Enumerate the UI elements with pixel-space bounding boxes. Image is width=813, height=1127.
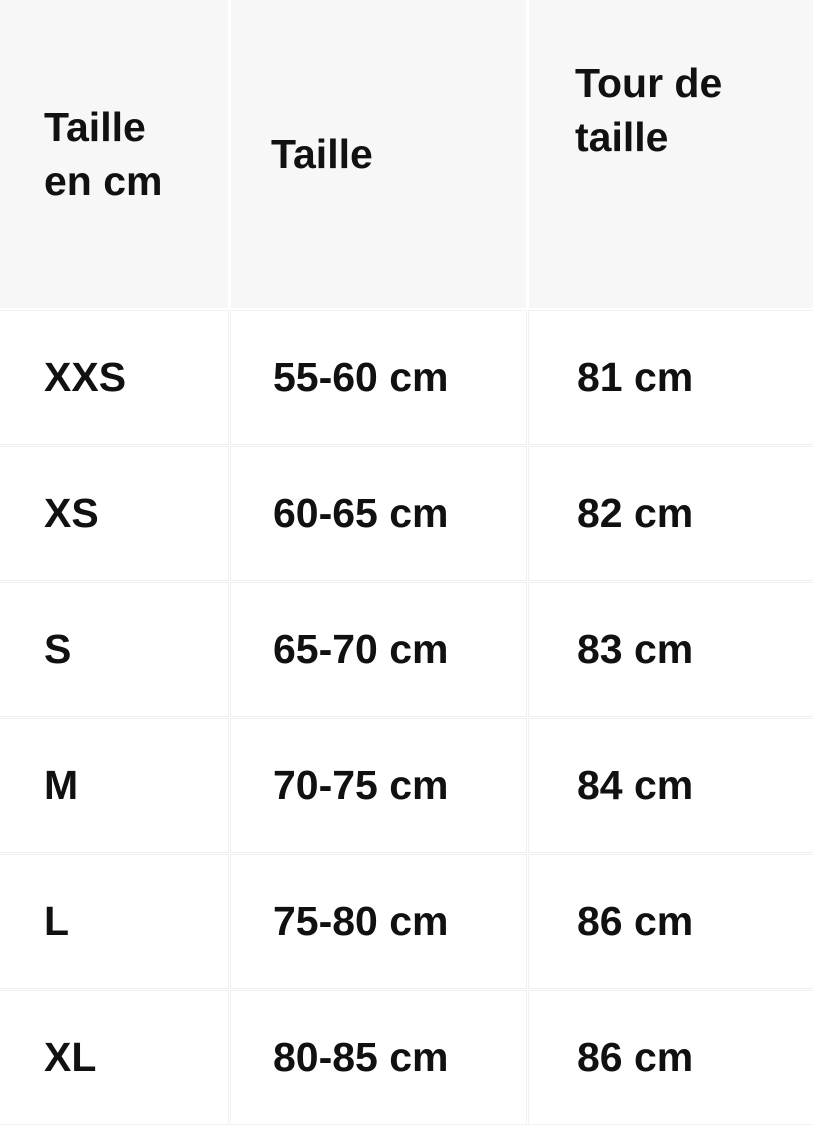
size-label-cell: M [0,719,228,852]
waist-cell: 83 cm [529,583,813,716]
waist-cell: 86 cm [529,855,813,988]
size-range-cell: 80-85 cm [231,991,526,1124]
size-range-cell: 60-65 cm [231,447,526,580]
size-range-cell: 55-60 cm [231,311,526,444]
table-row: XXS 55-60 cm 81 cm [0,311,813,444]
table-body: XXS 55-60 cm 81 cm XS 60-65 cm 82 cm S 65-70 cm… [0,311,813,1124]
table-header: Taille en cm Taille Tour de taille [0,0,813,308]
waist-cell: 81 cm [529,311,813,444]
table-row: L 75-80 cm 86 cm [0,855,813,988]
table-row: S 65-70 cm 83 cm [0,583,813,716]
size-range-cell: 70-75 cm [231,719,526,852]
size-label-cell: XXS [0,311,228,444]
size-label-cell: XL [0,991,228,1124]
table-row: M 70-75 cm 84 cm [0,719,813,852]
waist-cell: 82 cm [529,447,813,580]
size-label-cell: S [0,583,228,716]
header-waist: Tour de taille [529,0,813,308]
size-range-cell: 65-70 cm [231,583,526,716]
table-row: XS 60-65 cm 82 cm [0,447,813,580]
header-size: Taille [231,0,526,308]
size-range-cell: 75-80 cm [231,855,526,988]
size-label-cell: L [0,855,228,988]
table-row: XL 80-85 cm 86 cm [0,991,813,1124]
waist-cell: 84 cm [529,719,813,852]
size-label-cell: XS [0,447,228,580]
header-size-cm: Taille en cm [0,0,228,308]
waist-cell: 86 cm [529,991,813,1124]
